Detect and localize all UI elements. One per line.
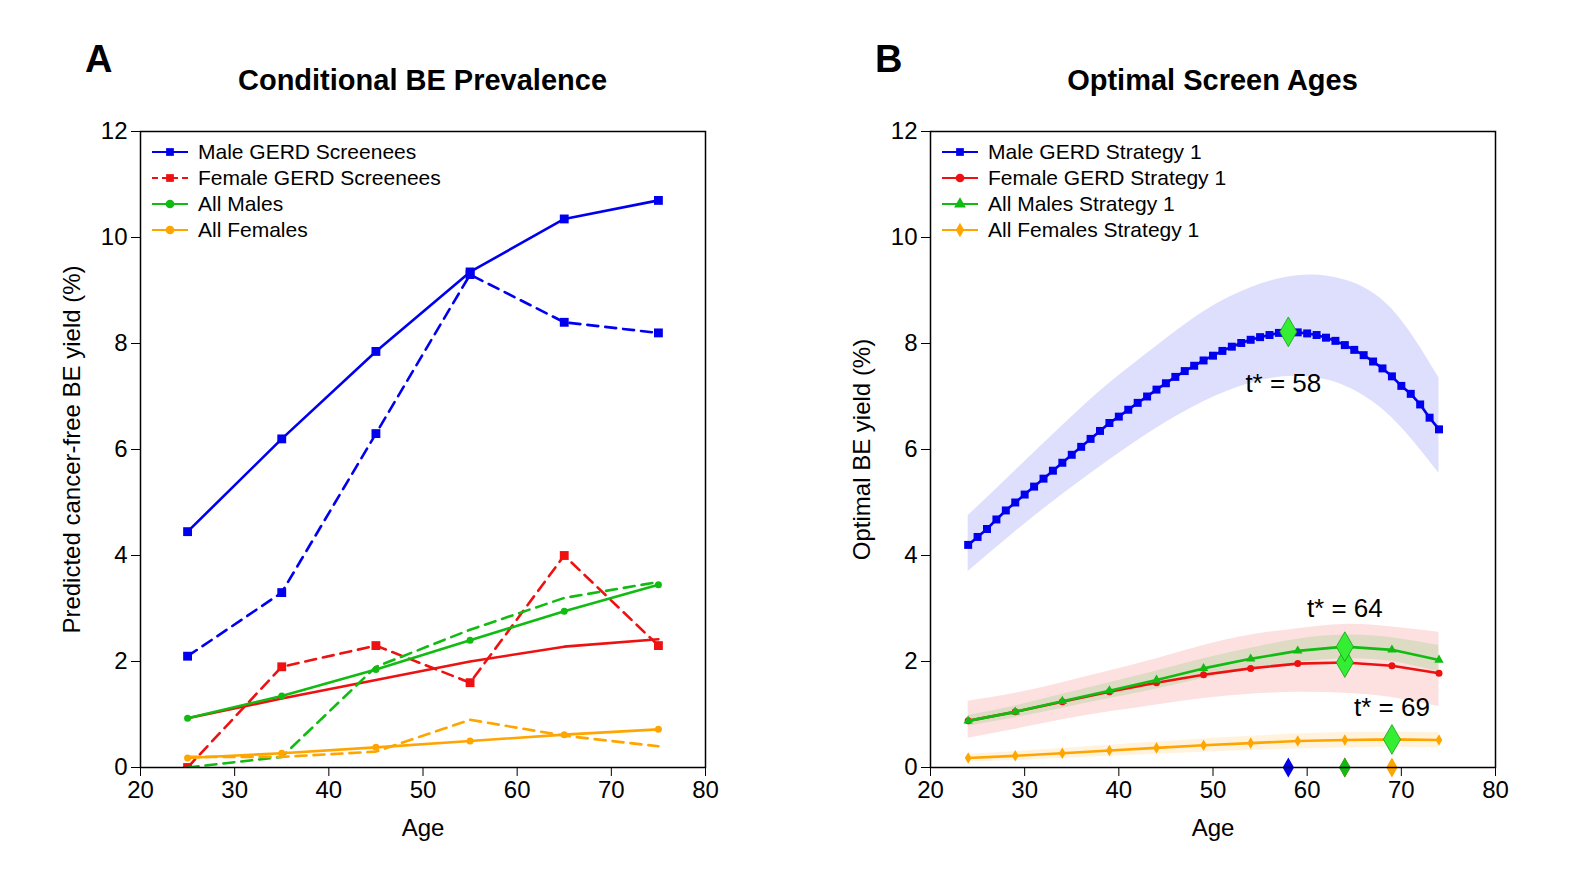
- svg-text:t* = 64: t* = 64: [1307, 593, 1383, 623]
- svg-text:30: 30: [221, 776, 248, 803]
- html-text:B: B: [875, 38, 903, 80]
- html-text:All Males: All Males: [198, 192, 284, 215]
- svg-text:20: 20: [127, 776, 154, 803]
- svg-text:2: 2: [904, 647, 917, 674]
- svg-text:0: 0: [904, 753, 917, 780]
- svg-text:Optimal BE yield (%): Optimal BE yield (%): [848, 339, 875, 560]
- svg-text:20: 20: [917, 776, 944, 803]
- svg-text:10: 10: [891, 223, 918, 250]
- svg-text:Age: Age: [1192, 814, 1235, 841]
- svg-text:8: 8: [114, 329, 127, 356]
- svg-text:60: 60: [504, 776, 531, 803]
- html-text:All Males Strategy 1: All Males Strategy 1: [988, 192, 1175, 215]
- svg-text:6: 6: [904, 435, 917, 462]
- svg-text:12: 12: [891, 117, 918, 144]
- svg-text:Predicted cancer-free BE yield: Predicted cancer-free BE yield (%): [58, 265, 85, 633]
- svg-text:6: 6: [114, 435, 127, 462]
- svg-text:70: 70: [1388, 776, 1415, 803]
- svg-text:80: 80: [1482, 776, 1509, 803]
- html-text:All Females: All Females: [198, 218, 308, 241]
- html-text:Male GERD Strategy 1: Male GERD Strategy 1: [988, 140, 1202, 163]
- svg-text:t* = 58: t* = 58: [1245, 368, 1321, 398]
- svg-text:60: 60: [1294, 776, 1321, 803]
- svg-text:4: 4: [904, 541, 917, 568]
- html-text:Optimal Screen Ages: Optimal Screen Ages: [1067, 64, 1358, 96]
- svg-text:Age: Age: [402, 814, 445, 841]
- svg-text:40: 40: [1105, 776, 1132, 803]
- svg-text:50: 50: [1200, 776, 1227, 803]
- html-text:All Females Strategy 1: All Females Strategy 1: [988, 218, 1200, 241]
- svg-text:12: 12: [101, 117, 128, 144]
- svg-text:8: 8: [904, 329, 917, 356]
- svg-text:t* = 69: t* = 69: [1354, 692, 1430, 722]
- svg-text:10: 10: [101, 223, 128, 250]
- html-text:Female GERD Screenees: Female GERD Screenees: [198, 166, 441, 189]
- html-text:Conditional BE Prevalence: Conditional BE Prevalence: [238, 64, 607, 96]
- svg-text:4: 4: [114, 541, 127, 568]
- html-text:A: A: [85, 38, 113, 80]
- svg-text:30: 30: [1011, 776, 1038, 803]
- svg-text:80: 80: [692, 776, 719, 803]
- svg-text:2: 2: [114, 647, 127, 674]
- svg-text:70: 70: [598, 776, 625, 803]
- svg-text:50: 50: [410, 776, 437, 803]
- html-text:Female GERD Strategy 1: Female GERD Strategy 1: [988, 166, 1227, 189]
- svg-text:40: 40: [315, 776, 342, 803]
- svg-text:0: 0: [114, 753, 127, 780]
- html-text:Male GERD Screenees: Male GERD Screenees: [198, 140, 417, 163]
